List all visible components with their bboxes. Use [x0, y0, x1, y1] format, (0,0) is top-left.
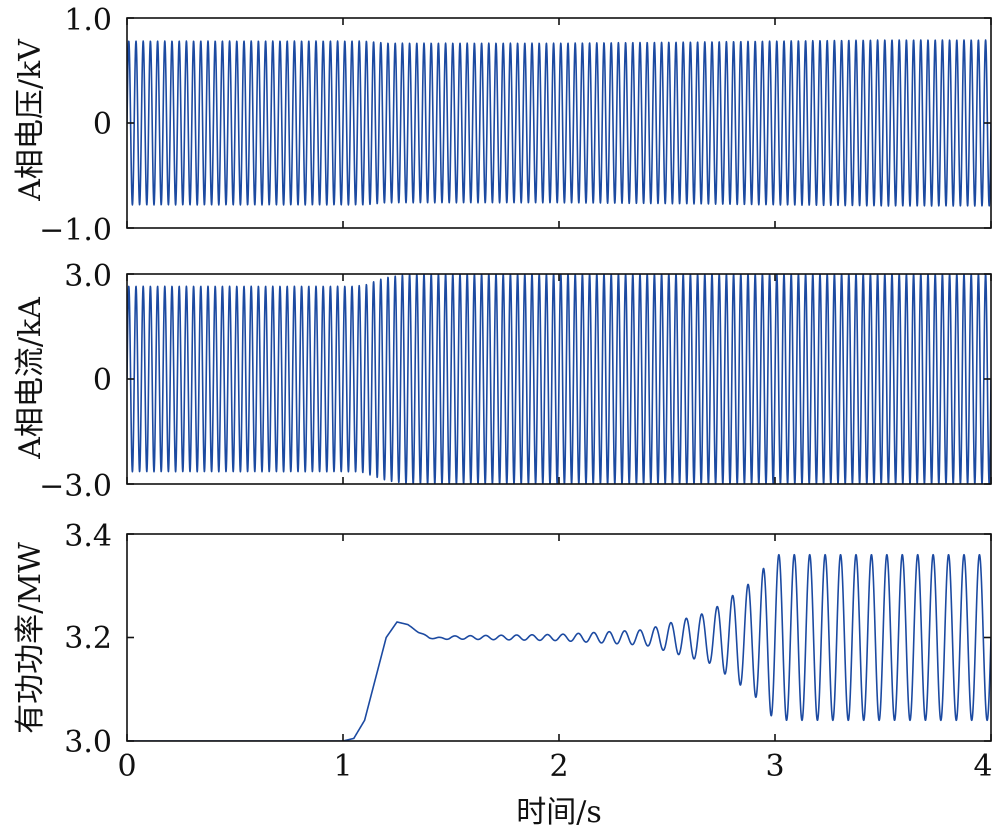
xtick-label-4: 4	[973, 749, 992, 784]
voltage-plot	[126, 17, 992, 229]
power-ytick-bottom: 3.0	[64, 725, 112, 760]
xtick-label-0: 0	[117, 749, 136, 784]
power-ytick-top: 3.4	[64, 519, 112, 554]
xtick-label-1: 1	[333, 749, 352, 784]
power-ytick-labels: 3.4 3.2 3.0	[64, 519, 112, 760]
current-ytick-zero: 0	[93, 363, 112, 398]
xtick-label-2: 2	[549, 749, 568, 784]
voltage-ytick-bottom: −1.0	[39, 213, 112, 248]
panel-current: 3.0 0 −3.0 A相电流/kA	[13, 259, 112, 504]
xtick-label-3: 3	[765, 749, 784, 784]
panel-power: 3.4 3.2 3.0 有功功率/MW 0 1 2 3 4 时间/s	[13, 519, 993, 830]
power-xlabel: 时间/s	[516, 795, 602, 830]
voltage-series-line	[127, 39, 991, 207]
voltage-ytick-labels: 1.0 0 −1.0	[39, 3, 112, 248]
power-series-line	[127, 553, 991, 741]
current-ylabel: A相电流/kA	[13, 297, 48, 460]
voltage-ytick-top: 1.0	[64, 3, 112, 38]
current-ytick-labels: 3.0 0 −3.0	[39, 259, 112, 504]
current-ytick-top: 3.0	[64, 259, 112, 294]
power-ytick-mid: 3.2	[64, 621, 112, 656]
current-plot	[126, 273, 992, 485]
current-ytick-bottom: −3.0	[39, 469, 112, 504]
voltage-ylabel: A相电压/kV	[13, 38, 48, 202]
power-xtick-labels: 0 1 2 3 4	[117, 749, 992, 784]
power-plot	[126, 533, 992, 742]
voltage-ytick-zero: 0	[93, 107, 112, 142]
panel-voltage: 1.0 0 −1.0 A相电压/kV	[13, 3, 112, 248]
power-ylabel: 有功功率/MW	[13, 542, 48, 734]
current-series-line	[127, 274, 991, 484]
